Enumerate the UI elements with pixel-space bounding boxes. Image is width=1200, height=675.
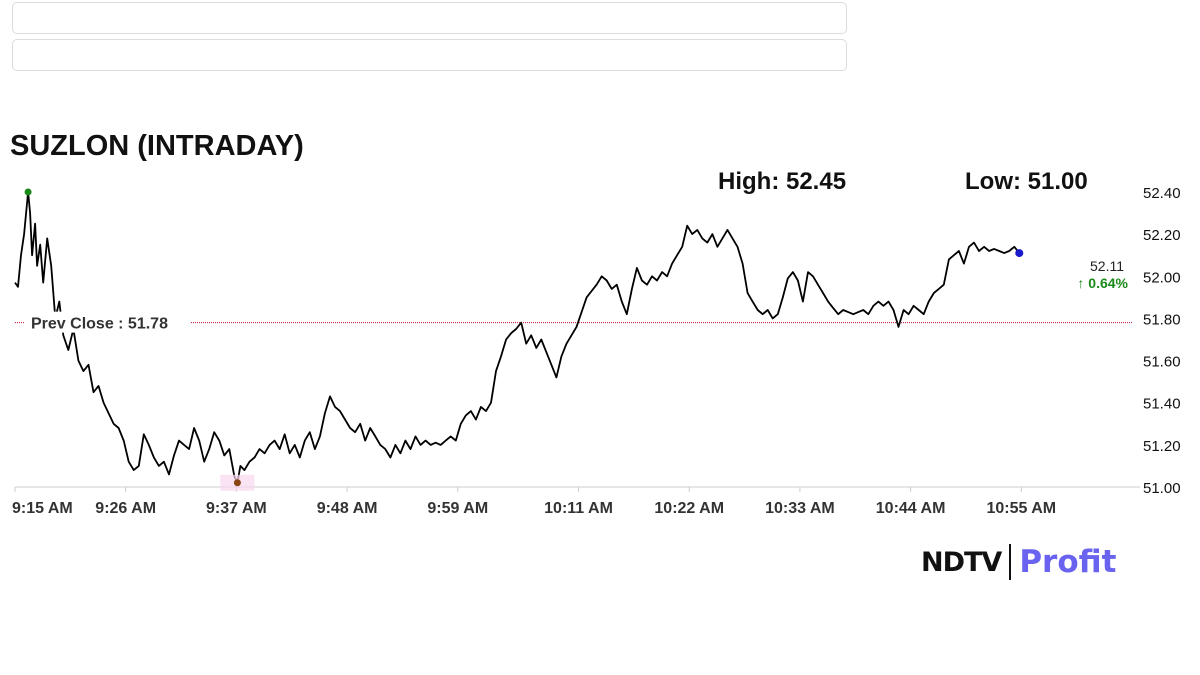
- x-tick-label: 9:15 AM: [12, 500, 73, 517]
- x-tick-label: 10:33 AM: [765, 500, 835, 517]
- x-tick-label: 9:26 AM: [95, 500, 156, 517]
- change-percent-label: ↑ 0.64%: [1077, 275, 1128, 291]
- top-input-box-2: [12, 39, 847, 71]
- prev-close-label-bg: [24, 311, 190, 333]
- last-price-label: 52.11: [1090, 258, 1124, 274]
- prev-close-label: Prev Close : 51.78: [31, 316, 168, 333]
- y-tick-label: 52.40: [1143, 185, 1181, 202]
- y-tick-label: 51.00: [1143, 480, 1181, 497]
- low-marker: [233, 479, 241, 487]
- x-tick-label: 9:48 AM: [317, 500, 378, 517]
- y-tick-label: 51.60: [1143, 354, 1181, 371]
- x-tick-label: 10:22 AM: [654, 500, 724, 517]
- x-tick-label: 10:55 AM: [986, 500, 1056, 517]
- x-tick-label: 9:37 AM: [206, 500, 267, 517]
- x-tick-label: 9:59 AM: [427, 500, 488, 517]
- y-tick-label: 51.40: [1143, 396, 1181, 413]
- x-tick-label: 10:44 AM: [876, 500, 946, 517]
- logo-brand: NDTV: [921, 546, 1002, 578]
- y-tick-label: 51.80: [1143, 311, 1181, 328]
- logo-divider: [1009, 544, 1012, 580]
- high-marker: [24, 188, 32, 196]
- price-line: [14, 191, 1021, 484]
- last-price-marker: [1015, 249, 1024, 258]
- chart-title: SUZLON (INTRADAY): [10, 130, 304, 162]
- y-tick-label: 52.00: [1143, 269, 1181, 286]
- x-tick-label: 10:11 AM: [544, 500, 613, 517]
- y-tick-label: 51.20: [1143, 438, 1181, 455]
- high-value: High: 52.45: [718, 168, 847, 195]
- low-value: Low: 51.00: [965, 168, 1088, 195]
- logo-product: Profit: [1019, 544, 1117, 580]
- ndtv-profit-logo: NDTV Profit: [921, 540, 1116, 584]
- top-input-box-1: [12, 2, 847, 34]
- y-tick-label: 52.20: [1143, 227, 1181, 244]
